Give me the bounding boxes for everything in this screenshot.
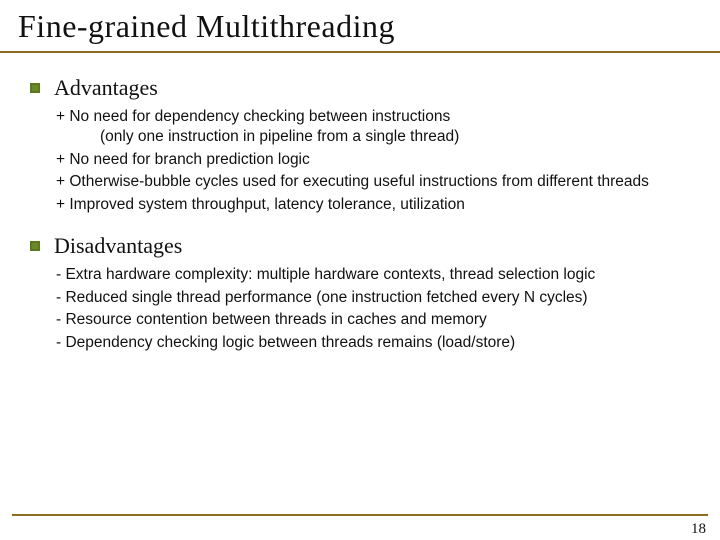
list-item: - Reduced single thread performance (one… [56,288,696,308]
item-subtext: (only one instruction in pipeline from a… [70,127,696,147]
list-item: - Resource contention between threads in… [56,310,696,330]
item-prefix: + [56,151,69,168]
item-text: Extra hardware complexity: multiple hard… [65,266,595,283]
section-head-advantages: Advantages [30,75,696,101]
item-text: No need for dependency checking between … [69,108,450,125]
item-text: Otherwise-bubble cycles used for executi… [69,173,649,190]
list-item: - Dependency checking logic between thre… [56,333,696,353]
list-item: + Otherwise-bubble cycles used for execu… [56,172,696,192]
page-number: 18 [691,521,706,538]
square-bullet-icon [30,241,40,251]
item-prefix: + [56,173,69,190]
list-item: + Improved system throughput, latency to… [56,195,696,215]
section-head-disadvantages: Disadvantages [30,233,696,259]
item-text: Reduced single thread performance (one i… [65,289,587,306]
page-title: Fine-grained Multithreading [0,0,720,53]
item-text: Dependency checking logic between thread… [65,334,515,351]
list-item: + No need for branch prediction logic [56,150,696,170]
list-item: + No need for dependency checking betwee… [56,107,696,148]
slide: Fine-grained Multithreading Advantages +… [0,0,720,540]
advantages-list: + No need for dependency checking betwee… [30,107,696,215]
disadvantages-list: - Extra hardware complexity: multiple ha… [30,265,696,353]
square-bullet-icon [30,83,40,93]
slide-body: Advantages + No need for dependency chec… [0,53,720,353]
item-text: Improved system throughput, latency tole… [69,196,464,213]
list-item: - Extra hardware complexity: multiple ha… [56,265,696,285]
item-prefix: + [56,196,69,213]
item-text: No need for branch prediction logic [69,151,309,168]
section-title: Advantages [54,75,158,101]
item-prefix: + [56,108,69,125]
footer-divider [12,514,708,516]
section-title: Disadvantages [54,233,182,259]
item-text: Resource contention between threads in c… [65,311,486,328]
